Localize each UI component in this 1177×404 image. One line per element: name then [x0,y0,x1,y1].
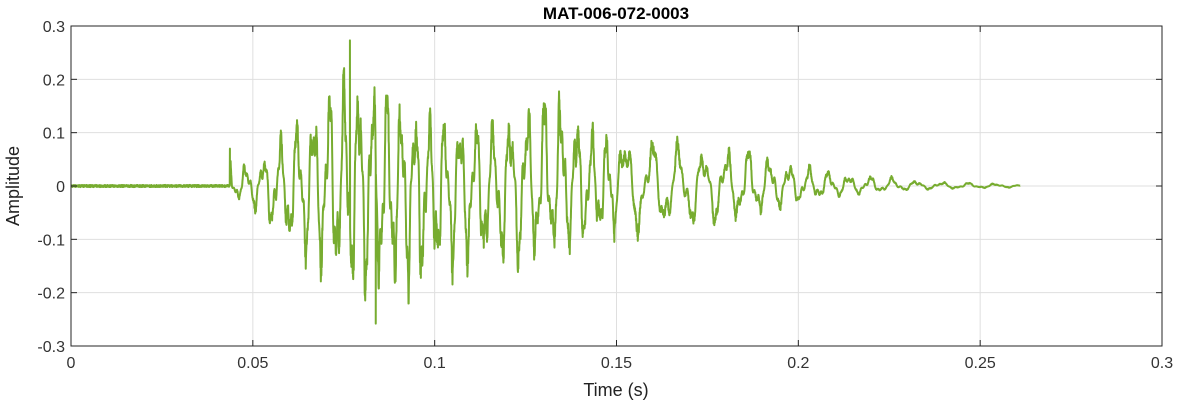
x-tick-label: 0.3 [1151,355,1173,372]
y-tick-label: 0 [56,179,65,196]
y-axis-label: Amplitude [3,146,23,226]
x-tick-label: 0.2 [787,355,809,372]
y-axis: -0.3 -0.2 -0.1 0 0.1 0.2 0.3 [37,19,1162,356]
x-tick-label: 0 [67,355,76,372]
y-tick-label: 0.1 [43,126,65,143]
x-tick-label: 0.15 [601,355,632,372]
y-tick-label: -0.1 [37,232,65,249]
y-tick-label: -0.2 [37,286,65,303]
x-axis-label: Time (s) [583,380,648,400]
x-tick-label: 0.25 [965,355,996,372]
plot-area [71,39,1021,325]
x-tick-label: 0.05 [237,355,268,372]
waveform-line [71,39,1021,325]
y-tick-label: -0.3 [37,339,65,356]
x-axis: 0 0.05 0.1 0.15 0.2 0.25 0.3 [67,26,1173,372]
y-tick-label: 0.3 [43,19,65,36]
chart-title: MAT-006-072-0003 [543,4,689,23]
x-tick-label: 0.1 [424,355,446,372]
y-tick-label: 0.2 [43,72,65,89]
